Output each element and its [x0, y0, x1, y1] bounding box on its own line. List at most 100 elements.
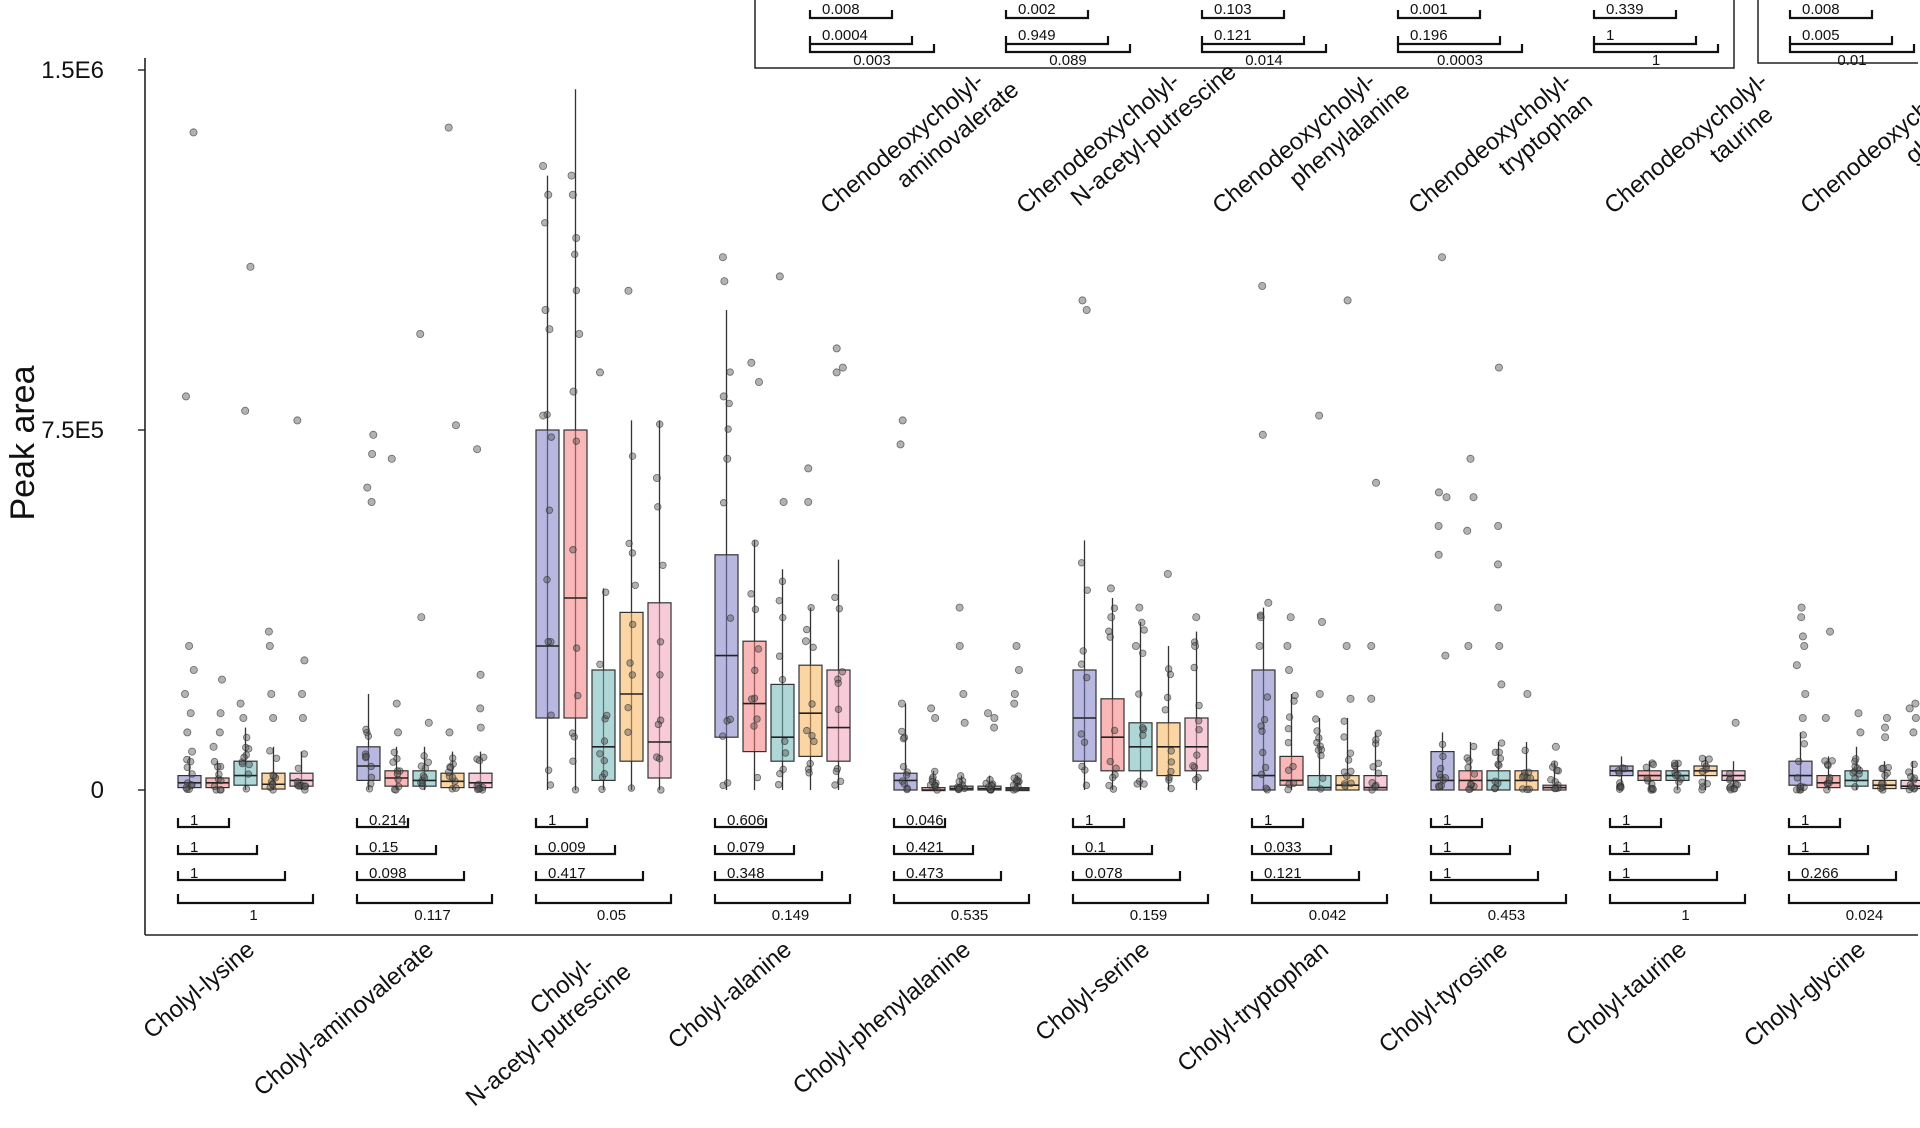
p-value-label: 1 [1264, 812, 1272, 829]
data-point [1257, 770, 1266, 779]
data-point [272, 754, 281, 762]
p-value-label: 1 [1443, 865, 1451, 882]
outlier-point [927, 704, 936, 713]
data-point [1194, 717, 1203, 725]
data-point [1495, 761, 1503, 769]
outlier-point [1826, 627, 1835, 636]
category-group: 1 1 1 1 Cholyl-taurine [1561, 718, 1747, 1052]
p-value-label: 0.348 [727, 865, 765, 882]
data-point [1343, 772, 1351, 780]
data-point [899, 734, 908, 743]
data-point [628, 452, 637, 460]
top-panel-frame-right [1757, 0, 1918, 64]
y-tick-label: 1.5E6 [41, 57, 104, 84]
outlier-point [1856, 728, 1865, 737]
top-panel-label: Chenodeoxycholyl-aminovalerate [815, 54, 1024, 242]
data-point [240, 753, 248, 762]
top-panels: 0.008 0.0004 0.003Chenodeoxycholyl-aminova… [754, 0, 1920, 242]
data-point [898, 727, 906, 736]
outlier-point [984, 709, 993, 718]
data-point [568, 729, 577, 737]
outlier-point [236, 699, 245, 708]
data-point [654, 720, 663, 729]
top-significance-bracket [1788, 44, 1916, 54]
top-significance-bracket [1200, 36, 1306, 46]
top-p-value-label: 0.121 [1214, 27, 1252, 44]
outlier-point [1495, 642, 1504, 651]
data-point [838, 668, 847, 676]
data-point [1262, 784, 1270, 793]
data-point [1077, 730, 1086, 738]
top-significance-bracket [808, 44, 936, 54]
significance-bracket [1250, 818, 1305, 829]
outlier-point [265, 642, 274, 651]
data-point [1907, 783, 1916, 791]
outlier-point [1315, 690, 1324, 699]
data-point [805, 769, 813, 777]
box [1307, 774, 1332, 791]
outlier-point [1106, 584, 1115, 593]
outlier-point [1256, 613, 1265, 622]
data-point [1260, 715, 1269, 724]
data-point [572, 437, 581, 445]
data-point [1905, 768, 1913, 776]
data-point [832, 767, 841, 776]
data-point [1165, 776, 1173, 784]
box [647, 602, 672, 779]
significance-bracket [1429, 871, 1540, 882]
data-point [1347, 767, 1355, 776]
data-point [1730, 785, 1739, 793]
outlier-point [445, 728, 454, 737]
data-point [1849, 769, 1857, 777]
top-significance-bracket [1788, 10, 1874, 20]
data-point [1796, 782, 1805, 791]
top-p-value-label: 0.01 [1837, 52, 1866, 69]
top-p-value-label: 0.014 [1245, 52, 1283, 69]
outlier-point [1854, 709, 1863, 718]
top-p-value-label: 0.949 [1018, 27, 1056, 44]
data-point [417, 762, 426, 770]
data-point [1642, 763, 1651, 772]
significance-bracket [1608, 818, 1663, 829]
data-point [955, 777, 963, 786]
category-group: 0.214 0.15 0.098 0.117 Cholyl-aminovalerate [249, 123, 494, 1102]
significance-bracket [892, 871, 1003, 882]
data-point [546, 781, 555, 789]
outlier-point [369, 430, 378, 439]
data-point [723, 779, 732, 787]
data-point [1374, 729, 1382, 737]
data-point [1698, 767, 1707, 776]
p-value-label: 0.421 [906, 839, 944, 856]
data-point [1290, 697, 1298, 705]
outlier-point [596, 368, 605, 377]
data-point [1167, 747, 1175, 755]
data-point [1497, 739, 1506, 747]
p-value-label: 1 [1622, 865, 1630, 882]
data-point [188, 770, 196, 778]
outlier-point [1441, 651, 1450, 660]
category-group: 1 1 1 1 Cholyl-lysine [138, 128, 315, 1044]
data-point [603, 711, 611, 720]
p-value-label: 0.417 [548, 865, 586, 882]
top-significance-bracket [1592, 10, 1678, 20]
data-point [1080, 738, 1089, 746]
significance-bracket [1250, 894, 1389, 905]
outlier-point [189, 666, 198, 675]
data-point [1289, 779, 1298, 788]
box [1072, 669, 1097, 762]
data-point [1106, 757, 1114, 766]
p-value-label: 0.098 [369, 865, 407, 882]
data-point [753, 715, 761, 723]
data-point [1258, 727, 1266, 735]
outlier-point [476, 704, 485, 713]
data-point [774, 780, 783, 789]
top-p-value-label: 0.196 [1410, 27, 1448, 44]
y-axis-label: Peak area [4, 365, 42, 520]
data-point [1795, 757, 1803, 766]
data-point [574, 691, 582, 700]
significance-bracket [1071, 871, 1182, 882]
top-label-line: Chenodeoxycholyl- [1795, 68, 1920, 220]
data-point [362, 725, 370, 734]
outlier-point [1367, 694, 1376, 703]
top-significance-bracket [1592, 36, 1698, 46]
